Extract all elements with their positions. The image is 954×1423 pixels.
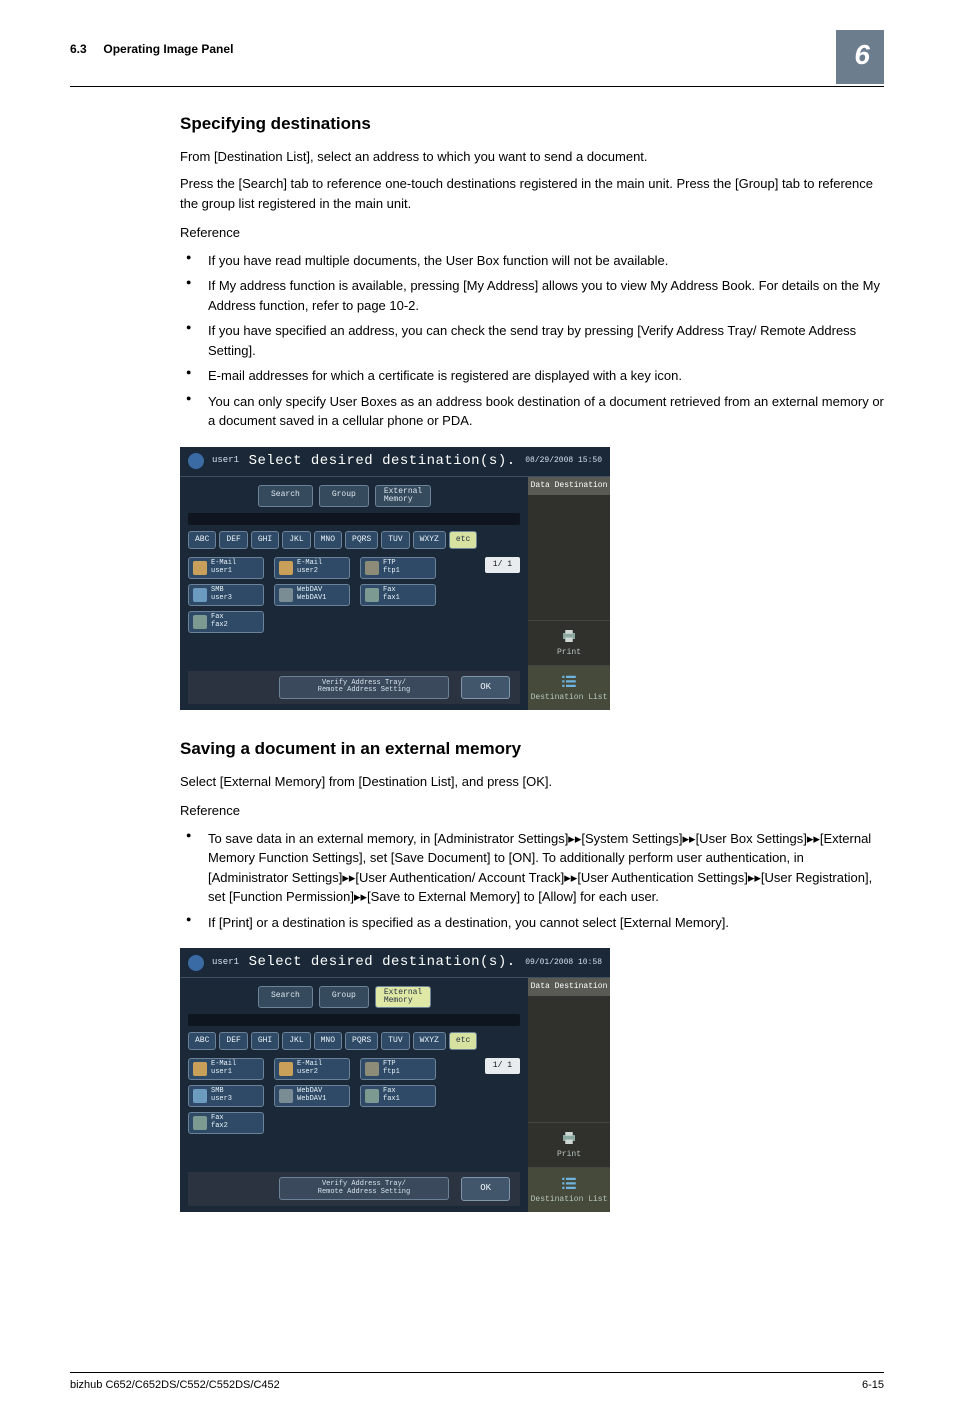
user-avatar-icon: [188, 453, 204, 469]
side-title: Data Destination: [528, 477, 610, 495]
fax-icon: [365, 588, 379, 602]
destination-webdav1[interactable]: WebDAVWebDAV1: [274, 1085, 350, 1107]
reference-label: Reference: [180, 801, 884, 821]
ok-button[interactable]: OK: [461, 676, 510, 700]
chapter-number-badge: 6: [836, 30, 884, 84]
bullet: You can only specify User Boxes as an ad…: [180, 392, 884, 431]
panel-title: Select desired destination(s).: [247, 952, 517, 973]
filter-jkl[interactable]: JKL: [282, 531, 310, 549]
printer-icon: [559, 627, 579, 645]
filter-etc[interactable]: etc: [449, 531, 477, 549]
bullet: If My address function is available, pre…: [180, 276, 884, 315]
ftp-icon: [365, 561, 379, 575]
destination-webdav1[interactable]: WebDAVWebDAV1: [274, 584, 350, 606]
destination-email-user2[interactable]: E-Mailuser2: [274, 557, 350, 579]
destination-fax1[interactable]: Faxfax1: [360, 584, 436, 606]
email-icon: [279, 561, 293, 575]
destination-smb-user3[interactable]: SMBuser3: [188, 584, 264, 606]
destination-fax2[interactable]: Faxfax2: [188, 611, 264, 633]
side-destination-list-button[interactable]: Destination List: [528, 665, 610, 710]
destination-fax1[interactable]: Faxfax1: [360, 1085, 436, 1107]
filter-abc[interactable]: ABC: [188, 1032, 216, 1050]
filter-mno[interactable]: MNO: [314, 1032, 342, 1050]
list-icon: [559, 672, 579, 690]
email-icon: [193, 1062, 207, 1076]
page-footer: bizhub C652/C652DS/C552/C552DS/C452 6-15: [70, 1372, 884, 1394]
footer-model: bizhub C652/C652DS/C552/C552DS/C452: [70, 1377, 280, 1394]
side-title: Data Destination: [528, 978, 610, 996]
section-title-2: Saving a document in an external memory: [180, 736, 884, 762]
ftp-icon: [365, 1062, 379, 1076]
tab-group[interactable]: Group: [319, 986, 369, 1008]
bullet: If you have read multiple documents, the…: [180, 251, 884, 271]
bullet: If [Print] or a destination is specified…: [180, 913, 884, 933]
email-icon: [193, 561, 207, 575]
filter-tuv[interactable]: TUV: [381, 1032, 409, 1050]
tab-search[interactable]: Search: [258, 986, 313, 1008]
filter-pqrs[interactable]: PQRS: [345, 531, 378, 549]
filter-ghi[interactable]: GHI: [251, 1032, 279, 1050]
filter-def[interactable]: DEF: [219, 1032, 247, 1050]
paragraph: Select [External Memory] from [Destinati…: [180, 772, 884, 792]
destination-email-user1[interactable]: E-Mailuser1: [188, 1058, 264, 1080]
paragraph: From [Destination List], select an addre…: [180, 147, 884, 167]
destination-fax2[interactable]: Faxfax2: [188, 1112, 264, 1134]
filter-def[interactable]: DEF: [219, 531, 247, 549]
panel-title: Select desired destination(s).: [247, 451, 517, 472]
filter-wxyz[interactable]: WXYZ: [413, 531, 446, 549]
filter-abc[interactable]: ABC: [188, 531, 216, 549]
printer-icon: [559, 1129, 579, 1147]
bullet: If you have specified an address, you ca…: [180, 321, 884, 360]
tab-external-memory[interactable]: External Memory: [375, 986, 431, 1008]
smb-icon: [193, 588, 207, 602]
footer-page-number: 6-15: [862, 1377, 884, 1394]
destination-ftp1[interactable]: FTPftp1: [360, 1058, 436, 1080]
filter-mno[interactable]: MNO: [314, 531, 342, 549]
page-header: 6.3 Operating Image Panel 6: [70, 40, 884, 87]
filter-ghi[interactable]: GHI: [251, 531, 279, 549]
reference-label: Reference: [180, 223, 884, 243]
pager: 1/ 1: [485, 557, 520, 573]
section-title-1: Specifying destinations: [180, 111, 884, 137]
destination-email-user2[interactable]: E-Mailuser2: [274, 1058, 350, 1080]
panel-timestamp: 08/29/2008 15:50: [525, 455, 602, 467]
email-icon: [279, 1062, 293, 1076]
verify-address-button[interactable]: Verify Address Tray/ Remote Address Sett…: [279, 1177, 449, 1200]
paragraph: Press the [Search] tab to reference one-…: [180, 174, 884, 213]
tab-external-memory[interactable]: External Memory: [375, 485, 431, 507]
fax-icon: [193, 1116, 207, 1130]
smb-icon: [193, 1089, 207, 1103]
side-print-button[interactable]: Print: [528, 620, 610, 665]
list-icon: [559, 1174, 579, 1192]
filter-etc[interactable]: etc: [449, 1032, 477, 1050]
panel-timestamp: 09/01/2008 10:58: [525, 957, 602, 969]
pager: 1/ 1: [485, 1058, 520, 1074]
destination-email-user1[interactable]: E-Mailuser1: [188, 557, 264, 579]
bullet: E-mail addresses for which a certificate…: [180, 366, 884, 386]
fax-icon: [193, 615, 207, 629]
filter-wxyz[interactable]: WXYZ: [413, 1032, 446, 1050]
side-destination-list-button[interactable]: Destination List: [528, 1167, 610, 1212]
destination-smb-user3[interactable]: SMBuser3: [188, 1085, 264, 1107]
fax-icon: [365, 1089, 379, 1103]
section-number: 6.3: [70, 42, 87, 56]
destination-ftp1[interactable]: FTPftp1: [360, 557, 436, 579]
verify-address-button[interactable]: Verify Address Tray/ Remote Address Sett…: [279, 676, 449, 699]
side-print-button[interactable]: Print: [528, 1122, 610, 1167]
logged-user: user1: [212, 454, 239, 468]
bullet: To save data in an external memory, in […: [180, 829, 884, 907]
tab-search[interactable]: Search: [258, 485, 313, 507]
section-name: Operating Image Panel: [103, 42, 233, 56]
filter-tuv[interactable]: TUV: [381, 531, 409, 549]
mfp-panel-screenshot-1: user1 Select desired destination(s). 08/…: [180, 447, 610, 711]
mfp-panel-screenshot-2: user1 Select desired destination(s). 09/…: [180, 948, 610, 1212]
logged-user: user1: [212, 956, 239, 970]
ok-button[interactable]: OK: [461, 1177, 510, 1201]
user-avatar-icon: [188, 955, 204, 971]
webdav-icon: [279, 588, 293, 602]
filter-jkl[interactable]: JKL: [282, 1032, 310, 1050]
filter-pqrs[interactable]: PQRS: [345, 1032, 378, 1050]
webdav-icon: [279, 1089, 293, 1103]
tab-group[interactable]: Group: [319, 485, 369, 507]
